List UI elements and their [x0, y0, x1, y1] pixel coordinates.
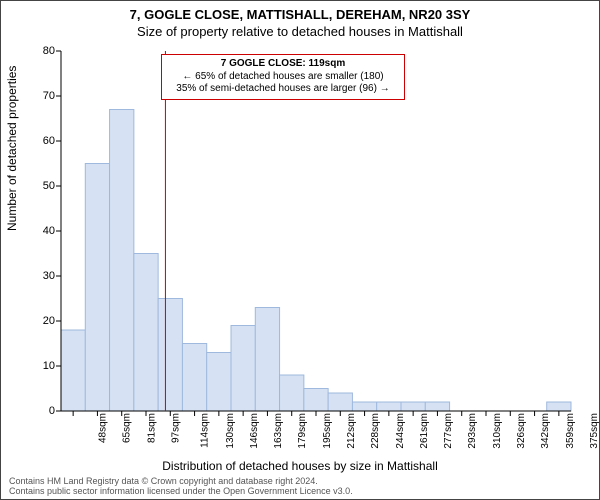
x-tick-label: 359sqm [565, 413, 576, 449]
y-tick-label: 10 [43, 360, 55, 372]
info-box-title: 7 GOGLE CLOSE: 119sqm [168, 58, 398, 71]
x-tick-label: 130sqm [225, 413, 236, 449]
histogram-bar [85, 164, 109, 412]
histogram-bar [304, 389, 328, 412]
histogram-bar [352, 402, 376, 411]
x-tick-label: 277sqm [443, 413, 454, 449]
title-subtitle: Size of property relative to detached ho… [1, 24, 599, 39]
x-tick-label: 212sqm [346, 413, 357, 449]
x-tick-label: 342sqm [540, 413, 551, 449]
x-tick-label: 326sqm [516, 413, 527, 449]
x-tick-label: 81sqm [146, 413, 157, 443]
x-tick-label: 97sqm [171, 413, 182, 443]
y-axis-label: Number of detached properties [5, 66, 19, 231]
info-box-line3: 35% of semi-detached houses are larger (… [168, 83, 398, 96]
x-tick-label: 48sqm [98, 413, 109, 443]
y-tick-label: 80 [43, 45, 55, 57]
y-tick-label: 40 [43, 225, 55, 237]
histogram-bar [182, 344, 206, 412]
y-tick-label: 70 [43, 90, 55, 102]
y-tick-label: 0 [49, 405, 55, 417]
y-tick-label: 60 [43, 135, 55, 147]
x-tick-label: 244sqm [395, 413, 406, 449]
title-address: 7, GOGLE CLOSE, MATTISHALL, DEREHAM, NR2… [1, 7, 599, 22]
histogram-bar [207, 353, 231, 412]
histogram-bar [134, 254, 158, 412]
footer-attribution: Contains HM Land Registry data © Crown c… [9, 477, 353, 497]
info-box: 7 GOGLE CLOSE: 119sqm ← 65% of detached … [161, 54, 405, 100]
x-tick-label: 228sqm [370, 413, 381, 449]
histogram-bar [377, 402, 401, 411]
x-tick-label: 261sqm [419, 413, 430, 449]
histogram-bar [255, 308, 279, 412]
x-tick-label: 293sqm [468, 413, 479, 449]
histogram-bar [401, 402, 425, 411]
x-tick-label: 146sqm [249, 413, 260, 449]
footer-line2: Contains public sector information licen… [9, 487, 353, 497]
y-tick-label: 20 [43, 315, 55, 327]
histogram-bar [110, 110, 134, 412]
x-tick-label: 179sqm [298, 413, 309, 449]
histogram-bar [425, 402, 449, 411]
histogram-bar [158, 299, 182, 412]
histogram-bar [231, 326, 255, 412]
chart-container: 7, GOGLE CLOSE, MATTISHALL, DEREHAM, NR2… [0, 0, 600, 500]
x-tick-label: 163sqm [273, 413, 284, 449]
histogram-svg [61, 51, 571, 411]
x-tick-label: 195sqm [322, 413, 333, 449]
histogram-bar [280, 375, 304, 411]
histogram-bar [61, 330, 85, 411]
y-tick-label: 30 [43, 270, 55, 282]
x-tick-label: 114sqm [200, 413, 211, 448]
x-tick-label: 375sqm [589, 413, 600, 449]
histogram-bar [547, 402, 571, 411]
y-tick-label: 50 [43, 180, 55, 192]
x-tick-label: 65sqm [122, 413, 133, 443]
x-axis-label: Distribution of detached houses by size … [1, 459, 599, 473]
plot-area: 01020304050607080 48sqm65sqm81sqm97sqm11… [61, 51, 571, 411]
x-tick-label: 310sqm [492, 413, 503, 449]
info-box-line2: ← 65% of detached houses are smaller (18… [168, 71, 398, 84]
histogram-bar [328, 393, 352, 411]
title-block: 7, GOGLE CLOSE, MATTISHALL, DEREHAM, NR2… [1, 1, 599, 39]
